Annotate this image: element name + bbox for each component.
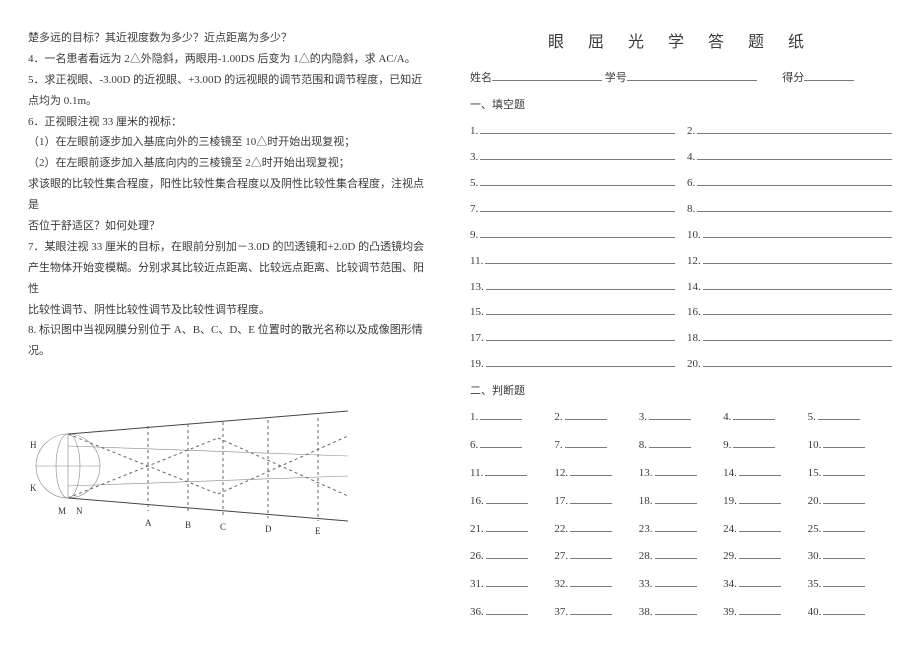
tf-blank-7[interactable]: 7. xyxy=(554,434,638,456)
tf-blank-13[interactable]: 13. xyxy=(639,462,723,484)
tf-blank-32[interactable]: 32. xyxy=(554,573,638,595)
label-score: 得分 xyxy=(782,72,804,84)
tf-blank-36[interactable]: 36. xyxy=(470,601,554,623)
tf-blank-12[interactable]: 12. xyxy=(554,462,638,484)
tf-blank-37[interactable]: 37. xyxy=(554,601,638,623)
fill-blank-15[interactable]: 15. xyxy=(470,301,675,323)
q-line: 求该眼的比较性集合程度，阳性比较性集合程度以及阴性比较性集合程度，注视点是 xyxy=(28,174,427,216)
section-fill: 一、填空题 xyxy=(470,95,892,116)
q-line: 比较性调节、阴性比较性调节及比较性调节程度。 xyxy=(28,300,427,321)
fill-blank-2[interactable]: 2. xyxy=(687,120,892,142)
section-tf: 二、判断题 xyxy=(470,381,892,402)
tf-blank-15[interactable]: 15. xyxy=(808,462,892,484)
tf-blank-11[interactable]: 11. xyxy=(470,462,554,484)
q-line: 8. 标识图中当视网膜分别位于 A、B、C、D、E 位置时的散光名称以及成像图形… xyxy=(28,320,427,362)
tf-blank-9[interactable]: 9. xyxy=(723,434,807,456)
tf-blank-25[interactable]: 25. xyxy=(808,518,892,540)
right-column: 眼 屈 光 学 答 题 纸 姓名 学号 得分 一、填空题 1.2.3.4.5.6… xyxy=(455,0,920,623)
tf-blank-29[interactable]: 29. xyxy=(723,545,807,567)
lbl-E: E xyxy=(315,526,321,536)
tf-blank-24[interactable]: 24. xyxy=(723,518,807,540)
sheet-title: 眼 屈 光 学 答 题 纸 xyxy=(470,28,892,58)
tf-blank-2[interactable]: 2. xyxy=(554,406,638,428)
tf-blank-22[interactable]: 22. xyxy=(554,518,638,540)
fill-blank-10[interactable]: 10. xyxy=(687,224,892,246)
fill-blank-19[interactable]: 19. xyxy=(470,353,675,375)
fill-blank-6[interactable]: 6. xyxy=(687,172,892,194)
fill-blank-area: 1. 2. 3. 4. 5. 6. 7. 8. 9. 10. 11. 12. 13. 14. 15. 16. 1… xyxy=(470,120,892,375)
fill-blank-3[interactable]: 3. xyxy=(470,146,675,168)
left-column: 楚多远的目标？其近视度数为多少？近点距离为多少？ 4．一名患者看远为 2△外隐斜… xyxy=(0,0,455,623)
lbl-N: N xyxy=(76,506,83,516)
tf-blank-20[interactable]: 20. xyxy=(808,490,892,512)
fill-blank-13[interactable]: 13. xyxy=(470,276,675,298)
lbl-D: D xyxy=(265,524,272,534)
tf-blank-3[interactable]: 3. xyxy=(639,406,723,428)
lbl-B: B xyxy=(185,520,191,530)
fill-blank-12[interactable]: 12. xyxy=(687,250,892,272)
tf-blank-34[interactable]: 34. xyxy=(723,573,807,595)
tf-blank-35[interactable]: 35. xyxy=(808,573,892,595)
tf-blank-4[interactable]: 4. xyxy=(723,406,807,428)
lbl-A: A xyxy=(145,518,152,528)
tf-blank-10[interactable]: 10. xyxy=(808,434,892,456)
tf-blank-40[interactable]: 40. xyxy=(808,601,892,623)
tf-blank-16[interactable]: 16. xyxy=(470,490,554,512)
label-name: 姓名 xyxy=(470,72,492,84)
q-line: （1）在左眼前逐步加入基底向外的三棱镜至 10△时开始出现复视； xyxy=(28,132,427,153)
tf-blank-6[interactable]: 6. xyxy=(470,434,554,456)
tf-blank-14[interactable]: 14. xyxy=(723,462,807,484)
tf-blank-8[interactable]: 8. xyxy=(639,434,723,456)
tf-blank-23[interactable]: 23. xyxy=(639,518,723,540)
tf-blank-26[interactable]: 26. xyxy=(470,545,554,567)
q-line: 4．一名患者看远为 2△外隐斜，两眼用-1.00DS 后变为 1△的内隐斜，求 … xyxy=(28,49,427,70)
fill-blank-8[interactable]: 8. xyxy=(687,198,892,220)
tf-blank-30[interactable]: 30. xyxy=(808,545,892,567)
fill-blank-17[interactable]: 17. xyxy=(470,327,675,349)
fill-blank-18[interactable]: 18. xyxy=(687,327,892,349)
lbl-M: M xyxy=(58,506,66,516)
tf-blank-33[interactable]: 33. xyxy=(639,573,723,595)
q-line: 6．正视眼注视 33 厘米的视标： xyxy=(28,112,427,133)
q-line: 否位于舒适区？如何处理？ xyxy=(28,216,427,237)
tf-blank-28[interactable]: 28. xyxy=(639,545,723,567)
tf-blank-19[interactable]: 19. xyxy=(723,490,807,512)
tf-blank-39[interactable]: 39. xyxy=(723,601,807,623)
q-line: 7．某眼注视 33 厘米的目标，在眼前分别加－3.0D 的凹透镜和+2.0D 的… xyxy=(28,237,427,258)
q-line: 产生物体开始变模糊。分别求其比较近点距离、比较远点距离、比较调节范围、阳性 xyxy=(28,258,427,300)
astigmatism-diagram: H K M N A B C D E xyxy=(28,376,358,556)
fill-blank-4[interactable]: 4. xyxy=(687,146,892,168)
tf-blank-31[interactable]: 31. xyxy=(470,573,554,595)
q-line: （2）在左眼前逐步加入基底向内的三棱镜至 2△时开始出现复视； xyxy=(28,153,427,174)
tf-blank-5[interactable]: 5. xyxy=(808,406,892,428)
fill-blank-1[interactable]: 1. xyxy=(470,120,675,142)
tf-area: 1.2.3.4.5.6.7.8.9.10.11.12.13.14.15.16.1… xyxy=(470,406,892,623)
lbl-H: H xyxy=(30,440,37,450)
fill-blank-20[interactable]: 20. xyxy=(687,353,892,375)
fill-blank-16[interactable]: 16. xyxy=(687,301,892,323)
q-line: 5．求正视眼、-3.00D 的近视眼、+3.00D 的远视眼的调节范围和调节程度… xyxy=(28,70,427,91)
tf-blank-21[interactable]: 21. xyxy=(470,518,554,540)
tf-blank-27[interactable]: 27. xyxy=(554,545,638,567)
lbl-K: K xyxy=(30,483,37,493)
q-line: 楚多远的目标？其近视度数为多少？近点距离为多少？ xyxy=(28,28,427,49)
fill-blank-7[interactable]: 7. xyxy=(470,198,675,220)
label-id: 学号 xyxy=(605,72,627,84)
fill-blank-11[interactable]: 11. xyxy=(470,250,675,272)
tf-blank-18[interactable]: 18. xyxy=(639,490,723,512)
fill-blank-14[interactable]: 14. xyxy=(687,276,892,298)
tf-blank-38[interactable]: 38. xyxy=(639,601,723,623)
q-line: 点均为 0.1m。 xyxy=(28,91,427,112)
tf-blank-17[interactable]: 17. xyxy=(554,490,638,512)
student-info: 姓名 学号 得分 xyxy=(470,66,892,89)
fill-blank-9[interactable]: 9. xyxy=(470,224,675,246)
tf-blank-1[interactable]: 1. xyxy=(470,406,554,428)
lbl-C: C xyxy=(220,522,226,532)
fill-blank-5[interactable]: 5. xyxy=(470,172,675,194)
